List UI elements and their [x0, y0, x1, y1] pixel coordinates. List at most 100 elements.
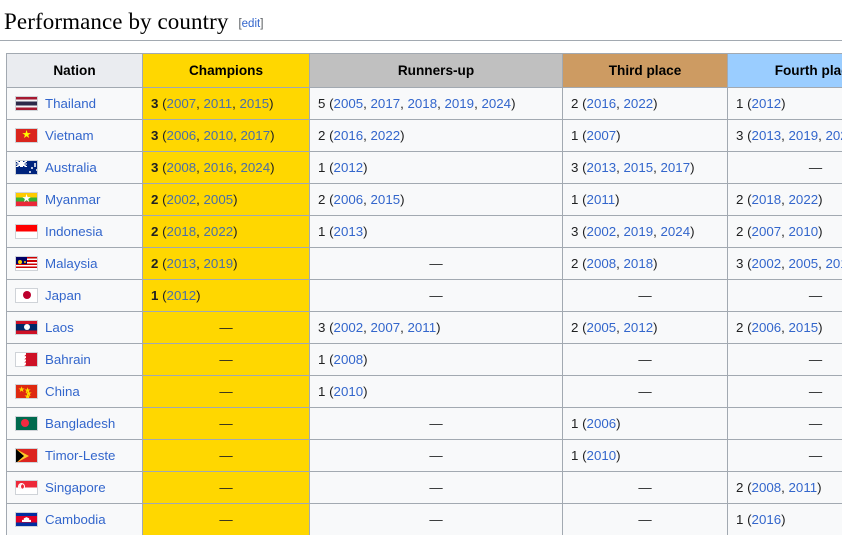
- year-list: (2005, 2012): [582, 319, 658, 335]
- year-link[interactable]: 2010: [333, 383, 364, 399]
- year-link[interactable]: 2018: [407, 95, 438, 111]
- year-link[interactable]: 2017: [370, 95, 401, 111]
- year-link[interactable]: 2010: [586, 447, 617, 463]
- nation-link[interactable]: Singapore: [45, 479, 106, 495]
- page-title: Performance by country: [4, 9, 229, 34]
- year-link[interactable]: 2022: [788, 191, 819, 207]
- year-link[interactable]: 2013: [586, 159, 617, 175]
- year-link[interactable]: 2013: [751, 127, 782, 143]
- year-link[interactable]: 2010: [203, 127, 234, 143]
- year-link[interactable]: 2011: [203, 95, 233, 111]
- year-link[interactable]: 2018: [166, 223, 197, 239]
- medal-count: 2: [571, 319, 579, 335]
- year-link[interactable]: 2006: [166, 127, 197, 143]
- year-link[interactable]: 2017: [660, 159, 691, 175]
- year-link[interactable]: 2006: [751, 319, 782, 335]
- year-link[interactable]: 2018: [751, 191, 782, 207]
- table-row: Singapore — — —2 (2008, 2011): [6, 470, 842, 504]
- year-list: (2008, 2011): [747, 479, 822, 495]
- year-link[interactable]: 2002: [166, 191, 197, 207]
- year-link[interactable]: 2006: [586, 415, 617, 431]
- year-link[interactable]: 2012: [623, 319, 654, 335]
- year-link[interactable]: 2011: [407, 319, 437, 335]
- year-link[interactable]: 2019: [623, 223, 654, 239]
- year-link[interactable]: 2008: [166, 159, 197, 175]
- year-link[interactable]: 2024: [660, 223, 691, 239]
- medal-count: 5: [318, 95, 326, 111]
- year-link[interactable]: 2002: [333, 319, 364, 335]
- column-header-champions[interactable]: Champions: [142, 52, 310, 88]
- nation-link[interactable]: Malaysia: [45, 255, 98, 271]
- year-link[interactable]: 2002: [586, 223, 617, 239]
- year-link[interactable]: 2022: [370, 127, 401, 143]
- year-link[interactable]: 2013: [166, 255, 197, 271]
- nation-link[interactable]: Bangladesh: [45, 415, 116, 431]
- column-header-third-place[interactable]: Third place: [562, 52, 728, 88]
- year-link[interactable]: 2015: [239, 95, 270, 111]
- year-link[interactable]: 2008: [333, 351, 364, 367]
- year-link[interactable]: 2008: [586, 255, 617, 271]
- nation-link[interactable]: Japan: [45, 287, 82, 303]
- runners-up-cell: —: [309, 470, 563, 504]
- nation-link[interactable]: Myanmar: [45, 191, 101, 207]
- year-link[interactable]: 2011: [586, 191, 616, 207]
- champions-cell: 3 (2007, 2011, 2015): [142, 86, 310, 120]
- year-link[interactable]: 2018: [623, 255, 654, 271]
- year-link[interactable]: 2022: [623, 95, 654, 111]
- year-link[interactable]: 2007: [370, 319, 401, 335]
- year-link[interactable]: 2010: [788, 223, 819, 239]
- year-link[interactable]: 2012: [751, 95, 782, 111]
- column-header-runners-up[interactable]: Runners-up: [309, 52, 563, 88]
- year-link[interactable]: 2016: [203, 159, 234, 175]
- year-link[interactable]: 2008: [751, 479, 782, 495]
- year-link[interactable]: 2005: [333, 95, 364, 111]
- nation-link[interactable]: Indonesia: [45, 223, 103, 239]
- medal-count: 1: [736, 511, 744, 527]
- third-place-cell: 3 (2013, 2015, 2017): [562, 150, 728, 184]
- year-link[interactable]: 2016: [751, 511, 782, 527]
- year-link[interactable]: 2013: [333, 223, 364, 239]
- edit-link[interactable]: edit: [241, 18, 261, 30]
- nation-link[interactable]: Cambodia: [45, 511, 106, 527]
- year-link[interactable]: 2005: [788, 255, 819, 271]
- year-link[interactable]: 2002: [751, 255, 782, 271]
- year-link[interactable]: 2017: [825, 255, 842, 271]
- year-link[interactable]: 2015: [370, 191, 401, 207]
- year-link[interactable]: 2007: [751, 223, 782, 239]
- nation-link[interactable]: Thailand: [45, 95, 97, 111]
- year-link[interactable]: 2019: [203, 255, 234, 271]
- medal-count: 1: [571, 415, 579, 431]
- nation-cell: Laos: [6, 310, 143, 344]
- year-link[interactable]: 2015: [788, 319, 819, 335]
- year-link[interactable]: 2012: [333, 159, 364, 175]
- year-link[interactable]: 2017: [240, 127, 271, 143]
- nation-link[interactable]: Australia: [45, 159, 97, 175]
- year-link[interactable]: 2022: [203, 223, 234, 239]
- year-link[interactable]: 2015: [623, 159, 654, 175]
- nation-link[interactable]: Vietnam: [45, 127, 94, 143]
- year-link[interactable]: 2024: [240, 159, 271, 175]
- year-link[interactable]: 2005: [586, 319, 617, 335]
- year-link[interactable]: 2007: [166, 95, 197, 111]
- year-link[interactable]: 2007: [586, 127, 617, 143]
- runners-up-cell: —: [309, 406, 563, 440]
- column-header-fourth-place[interactable]: Fourth place: [727, 52, 842, 88]
- year-link[interactable]: 2016: [586, 95, 617, 111]
- year-link[interactable]: 2024: [481, 95, 512, 111]
- year-link[interactable]: 2012: [166, 287, 197, 303]
- year-link[interactable]: 2019: [444, 95, 475, 111]
- year-list: (2008, 2016, 2024): [162, 159, 275, 175]
- year-link[interactable]: 2006: [333, 191, 364, 207]
- medal-count: 2: [318, 191, 326, 207]
- year-link[interactable]: 2011: [788, 479, 818, 495]
- year-link[interactable]: 2024: [825, 127, 842, 143]
- nation-link[interactable]: Laos: [45, 319, 74, 335]
- year-link[interactable]: 2016: [333, 127, 364, 143]
- year-link[interactable]: 2019: [788, 127, 819, 143]
- nation-link[interactable]: Bahrain: [45, 351, 91, 367]
- year-link[interactable]: 2005: [203, 191, 234, 207]
- column-header-nation[interactable]: Nation: [6, 52, 143, 88]
- nation-link[interactable]: Timor-Leste: [45, 447, 116, 463]
- japan-flag-icon: [15, 287, 38, 303]
- nation-link[interactable]: China: [45, 383, 80, 399]
